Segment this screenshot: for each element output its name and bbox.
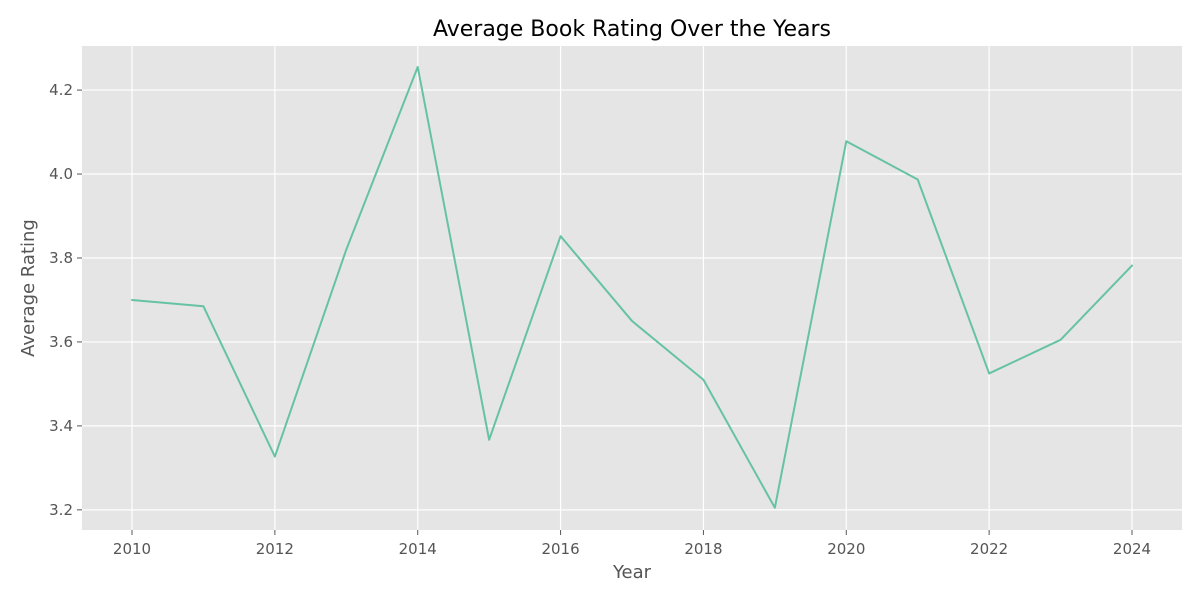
chart-title: Average Book Rating Over the Years xyxy=(433,17,831,42)
x-tick-label: 2024 xyxy=(1113,540,1151,558)
y-tick-label: 4.0 xyxy=(49,165,73,183)
x-tick-label: 2018 xyxy=(684,540,722,558)
y-tick-label: 4.2 xyxy=(49,81,73,99)
x-tick-label: 2016 xyxy=(541,540,579,558)
y-grid xyxy=(82,89,1182,511)
x-axis-label: Year xyxy=(612,562,652,583)
x-grid xyxy=(131,46,1133,530)
y-tick-label: 3.2 xyxy=(49,501,73,519)
series-layer xyxy=(131,65,1133,509)
x-tick-label: 2010 xyxy=(113,540,151,558)
y-axis-label: Average Rating xyxy=(18,219,39,357)
series-line xyxy=(131,65,1133,509)
x-tick-label: 2012 xyxy=(256,540,294,558)
x-tick-label: 2014 xyxy=(399,540,437,558)
x-axis-ticks: 2010 2012 2014 2016 2018 2020 2022 2024 xyxy=(113,530,1151,558)
y-tick-label: 3.4 xyxy=(49,417,73,435)
y-axis-ticks: 3.2 3.4 3.6 3.8 4.0 4.2 xyxy=(49,81,82,519)
plot-area xyxy=(82,46,1182,530)
y-tick-label: 3.6 xyxy=(49,333,73,351)
x-tick-label: 2022 xyxy=(970,540,1008,558)
x-tick-label: 2020 xyxy=(827,540,865,558)
y-tick-label: 3.8 xyxy=(49,249,73,267)
